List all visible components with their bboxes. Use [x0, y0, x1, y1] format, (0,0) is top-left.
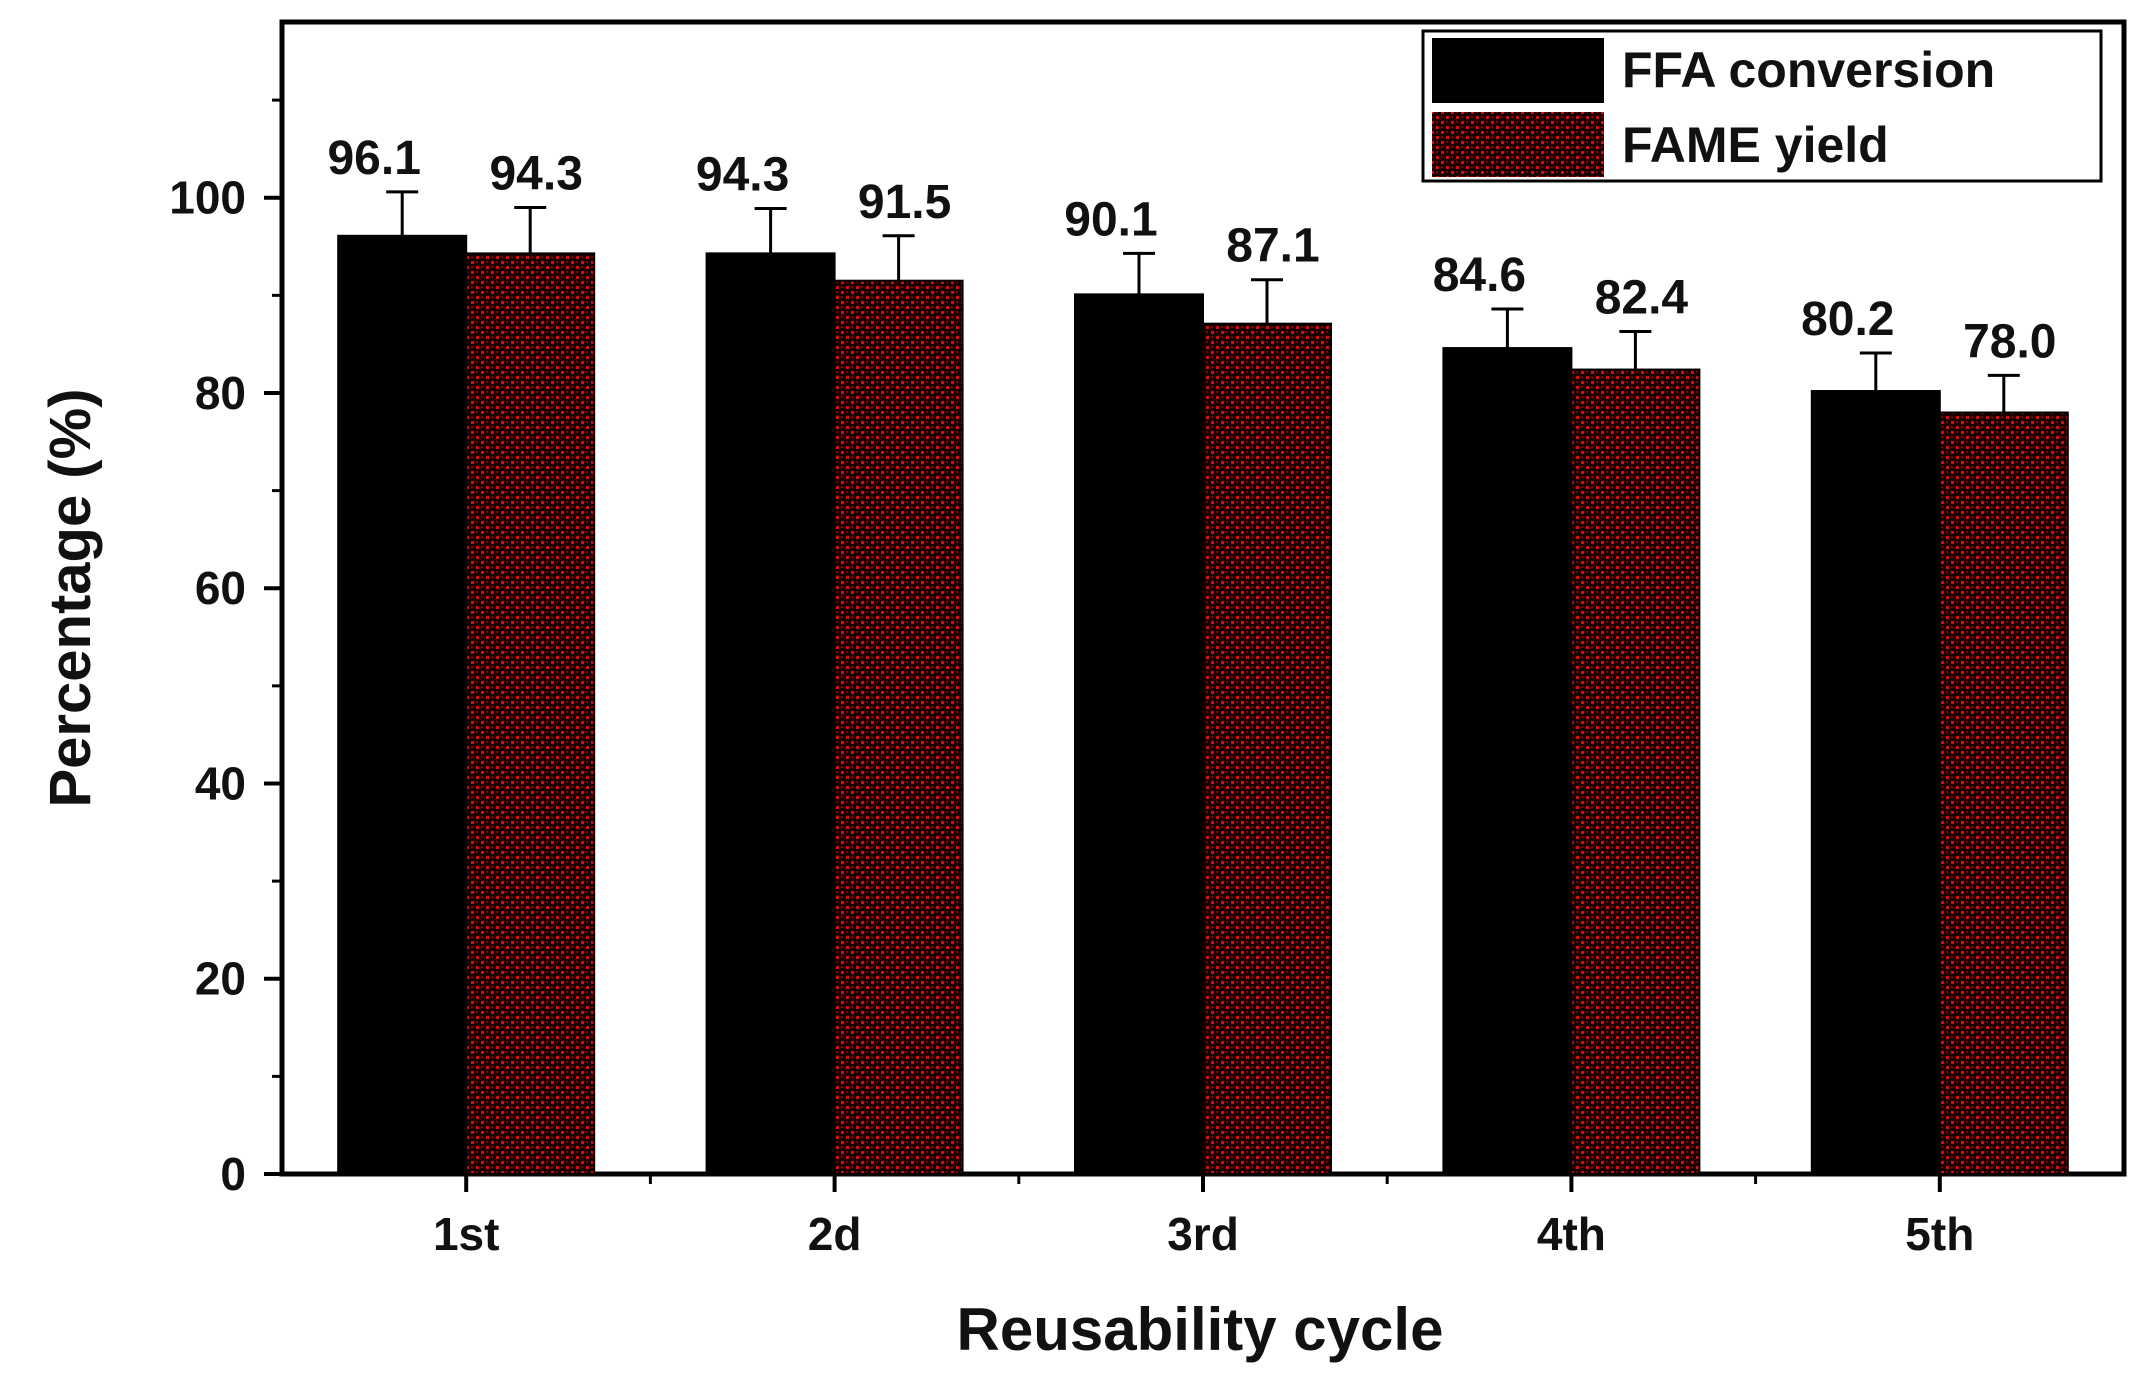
bar-fame-5th — [1938, 411, 2069, 1175]
data-label-ffa-2d: 94.3 — [696, 148, 789, 201]
y-axis-ticks: 0 20 40 60 80 100 — [169, 98, 282, 1200]
data-label-ffa-3rd: 90.1 — [1064, 193, 1157, 246]
bar-fame-2d — [833, 279, 964, 1175]
y-tick-label: 80 — [195, 367, 246, 419]
y-tick-label: 100 — [169, 172, 246, 224]
y-tick-label: 0 — [220, 1148, 246, 1200]
x-tick-label-1st: 1st — [433, 1208, 499, 1260]
bar-fame-3rd — [1202, 322, 1332, 1175]
data-label-ffa-1st: 96.1 — [327, 132, 420, 185]
bar-fame-1st — [465, 252, 596, 1175]
x-axis-title: Reusability cycle — [957, 1296, 1444, 1363]
bar-fame-4th — [1570, 368, 1701, 1175]
data-label-fame-5th: 78.0 — [1963, 315, 2056, 368]
bar-series-group — [337, 234, 2069, 1176]
error-bar-group — [386, 190, 2020, 413]
legend-swatch-fame — [1432, 112, 1604, 177]
y-tick-label: 40 — [195, 757, 246, 809]
x-tick-label-4th: 4th — [1537, 1208, 1606, 1260]
x-tick-label-3rd: 3rd — [1167, 1208, 1239, 1260]
bar-ffa-1st — [337, 234, 468, 1175]
data-label-ffa-5th: 80.2 — [1801, 293, 1894, 346]
legend-label-fame: FAME yield — [1622, 117, 1889, 173]
y-tick-label: 20 — [195, 953, 246, 1005]
y-axis-title: Percentage (%) — [38, 388, 103, 807]
data-label-fame-1st: 94.3 — [489, 147, 582, 200]
x-tick-label-2d: 2d — [808, 1208, 862, 1260]
data-label-fame-3rd: 87.1 — [1226, 220, 1319, 273]
y-tick-label: 60 — [195, 562, 246, 614]
legend-swatch-ffa — [1432, 38, 1604, 103]
data-label-group: 96.1 94.3 90.1 84.6 80.2 94.3 91.5 87.1 82.4 78.0 — [327, 132, 2056, 369]
bar-ffa-3rd — [1074, 293, 1204, 1176]
data-label-fame-4th: 82.4 — [1595, 271, 1689, 324]
data-label-ffa-4th: 84.6 — [1433, 249, 1526, 302]
x-axis-ticks: 1st 2d 3rd 4th 5th — [433, 1174, 1974, 1260]
bar-ffa-4th — [1442, 347, 1573, 1175]
legend-label-ffa: FFA conversion — [1622, 42, 1995, 98]
data-label-fame-2d: 91.5 — [858, 176, 951, 229]
bar-ffa-5th — [1810, 390, 1941, 1175]
x-tick-label-5th: 5th — [1905, 1208, 1974, 1260]
bar-ffa-2d — [705, 252, 836, 1175]
legend: FFA conversion FAME yield — [1421, 29, 2103, 183]
